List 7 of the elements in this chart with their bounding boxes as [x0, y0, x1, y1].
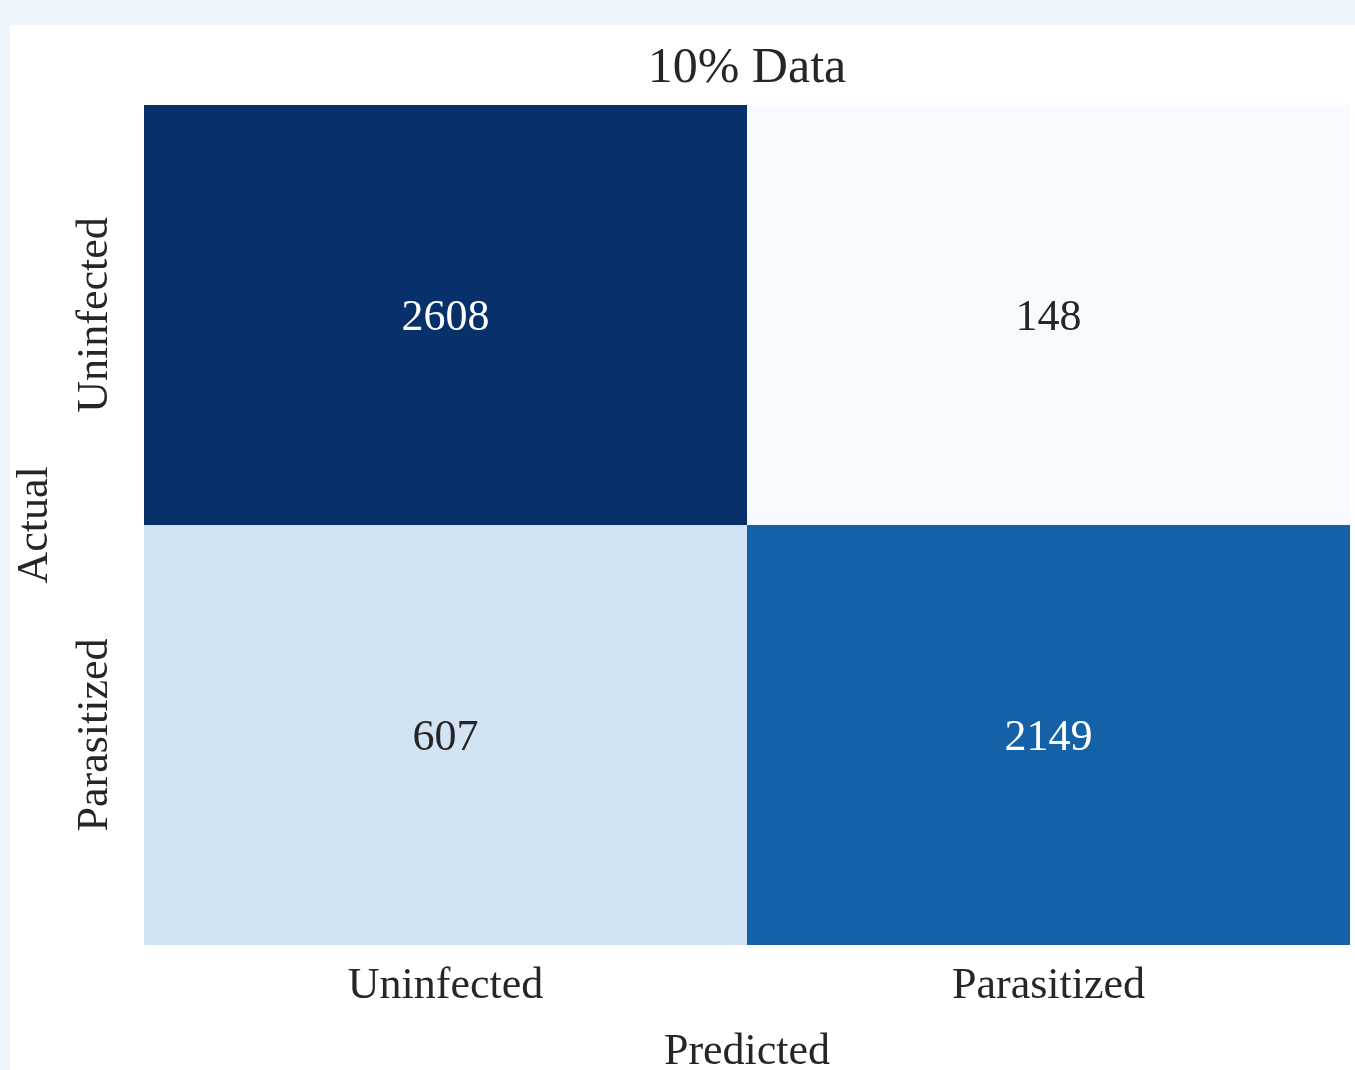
- data-label: 607: [412, 710, 479, 760]
- x-axis-title: Predicted: [663, 1025, 831, 1070]
- data-label: 2149: [1004, 710, 1093, 760]
- data-label: 2608: [401, 290, 490, 340]
- chart-title: 10% Data: [647, 37, 847, 93]
- data-label: 148: [1015, 290, 1082, 340]
- y-axis-title: Actual: [8, 466, 57, 584]
